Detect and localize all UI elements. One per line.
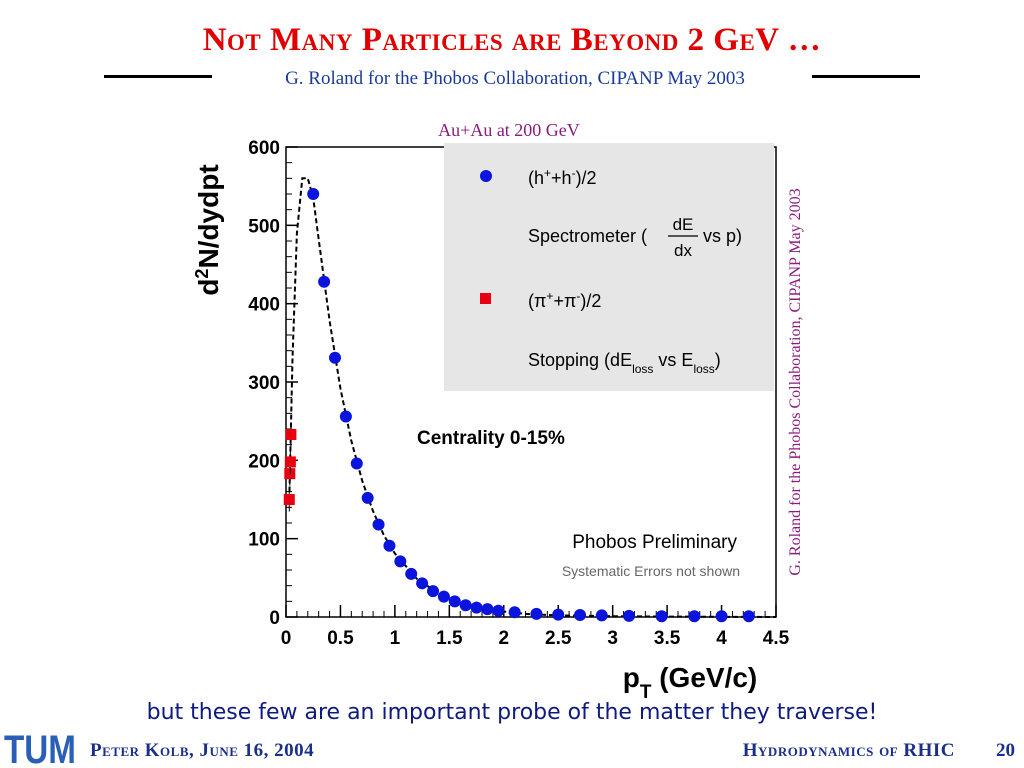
- preliminary-annotation: Phobos Preliminary: [572, 532, 737, 553]
- slide-title: Not Many Particles are Beyond 2 GeV …: [202, 22, 822, 58]
- hadron-point: [595, 609, 608, 622]
- title-rule-right: [812, 75, 920, 78]
- hadron-point: [437, 590, 450, 603]
- hadron-point: [574, 609, 586, 622]
- legend-marker-hadrons: [480, 170, 492, 182]
- x-tick-label: 1: [390, 628, 401, 649]
- page-number: 20: [996, 740, 1015, 761]
- y-tick-label: 600: [248, 138, 280, 159]
- hadron-point: [655, 610, 668, 623]
- data-points: [283, 188, 755, 623]
- x-tick-label: 2.5: [545, 628, 572, 649]
- legend-label-pions: (π++π-)/2: [528, 289, 601, 311]
- hadron-point: [307, 188, 320, 200]
- hadron-point: [688, 610, 701, 623]
- legend-marker-pions: [480, 293, 491, 304]
- pion-point: [284, 468, 296, 480]
- pion-point: [285, 428, 297, 440]
- hadron-point: [508, 606, 521, 619]
- hadron-point: [492, 604, 505, 617]
- x-tick-label: 4.5: [763, 628, 790, 649]
- title-rule-left: [104, 75, 212, 78]
- hadron-point: [361, 491, 374, 504]
- pion-point: [284, 456, 296, 468]
- legend-detail-hadrons-tail: vs p): [703, 226, 742, 246]
- hadron-point: [427, 585, 439, 598]
- hadron-point: [481, 603, 494, 616]
- slide-subtitle: G. Roland for the Phobos Collaboration, …: [285, 68, 745, 89]
- hadron-point: [372, 518, 385, 531]
- y-tick-label: 500: [248, 216, 280, 237]
- footer-author-date: Peter Kolb, June 16, 2004: [90, 740, 315, 761]
- hadron-point: [329, 351, 341, 364]
- hadron-point: [416, 577, 429, 590]
- hadron-point: [383, 539, 396, 552]
- hadron-point: [394, 555, 407, 568]
- bottom-caption: but these few are an important probe of …: [146, 700, 878, 725]
- legend-label-hadrons: (h++h-)/2: [528, 166, 597, 188]
- x-tick-label: 0: [281, 628, 292, 649]
- pion-point: [283, 494, 295, 505]
- x-tick-label: 0.5: [327, 628, 354, 649]
- side-credit: G. Roland for the Phobos Collaboration, …: [787, 188, 804, 575]
- y-tick-label: 400: [248, 295, 280, 316]
- hadron-point: [350, 457, 363, 470]
- hadron-point: [318, 275, 331, 288]
- hadron-point: [448, 595, 461, 608]
- y-tick-label: 200: [248, 451, 280, 472]
- tick-labels: 0 0.5 1 1.5 2 2.5 3 3.5 4 4.5 0 100 200 300 400 500 600: [248, 138, 789, 649]
- hadron-point: [470, 601, 483, 614]
- legend-detail-hadrons: Spectrometer (: [528, 226, 647, 246]
- hadron-point: [742, 610, 755, 623]
- chart: 0 0.5 1 1.5 2 2.5 3 3.5 4 4.50100200300400500600 …: [192, 120, 804, 700]
- y-tick-label: 300: [248, 373, 280, 394]
- systematics-annotation: Systematic Errors not shown: [562, 563, 740, 579]
- centrality-annotation: Centrality 0-15%: [417, 428, 565, 449]
- hadron-point: [552, 608, 565, 621]
- x-tick-label: 3.5: [654, 628, 681, 649]
- footer-talk-title: Hydrodynamics of RHIC: [742, 740, 955, 761]
- tum-logo: TUM: [4, 730, 76, 766]
- axis-ticks: [285, 146, 777, 618]
- legend-fraction-numerator: dE: [673, 215, 694, 234]
- x-tick-label: 4: [716, 628, 727, 649]
- legend-fraction-denominator: dx: [674, 241, 692, 260]
- tum-logo-text: TUM: [4, 730, 76, 766]
- hadron-point: [405, 567, 418, 580]
- x-axis-label: pT (GeV/c): [623, 662, 758, 700]
- y-axis-label: d2N/dydpt: [192, 164, 224, 295]
- hadron-point: [339, 410, 352, 423]
- x-tick-label: 1.5: [436, 628, 463, 649]
- y-tick-label: 100: [248, 530, 280, 551]
- chart-title: Au+Au at 200 GeV: [438, 120, 580, 140]
- hadron-point: [623, 609, 635, 622]
- legend-box: [444, 143, 774, 391]
- y-tick-label: 0: [269, 608, 280, 629]
- hadron-point: [715, 610, 728, 623]
- x-tick-label: 2: [498, 628, 509, 649]
- footer-bar: [0, 728, 1024, 768]
- x-tick-label: 3: [607, 628, 618, 649]
- hadron-point: [530, 607, 543, 620]
- hadron-point: [459, 599, 472, 612]
